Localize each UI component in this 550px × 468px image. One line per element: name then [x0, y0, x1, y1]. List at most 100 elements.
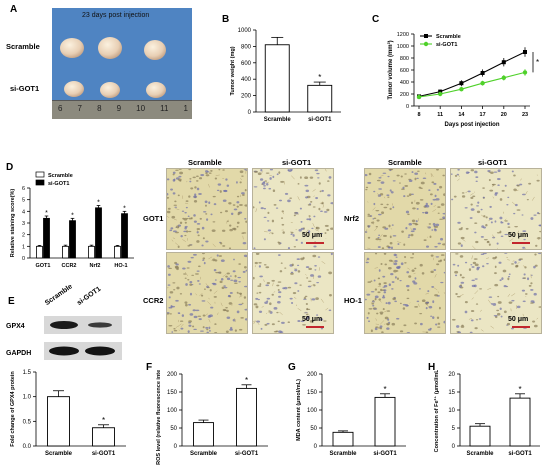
cell-nucleus [400, 175, 403, 178]
cell-nucleus [504, 220, 508, 222]
cell-nucleus [183, 273, 187, 275]
tissue-fiber [320, 298, 324, 303]
cell-nucleus [309, 320, 314, 323]
cell-nucleus [172, 192, 176, 195]
cell-nucleus [280, 262, 283, 264]
cell-nucleus [383, 284, 388, 288]
cell-nucleus [254, 261, 258, 265]
cell-nucleus [365, 174, 368, 177]
cell-nucleus [187, 260, 192, 263]
tissue-fiber [184, 271, 188, 277]
cell-nucleus [312, 206, 316, 208]
cell-nucleus [373, 279, 376, 282]
cell-nucleus [486, 241, 490, 244]
tissue-fiber [409, 302, 411, 304]
cell-nucleus [538, 306, 541, 308]
cell-nucleus [296, 258, 300, 261]
micro-header-scramble-2: Scramble [388, 158, 422, 167]
cell-nucleus [316, 172, 320, 175]
cell-nucleus [233, 258, 235, 261]
cell-nucleus [392, 297, 396, 301]
cell-nucleus [259, 275, 263, 278]
panel-letter-g: G [288, 362, 296, 373]
tissue-fiber [293, 297, 297, 299]
cell-nucleus [382, 275, 386, 278]
bar-scramble [193, 422, 214, 447]
cell-nucleus [371, 302, 375, 305]
cell-nucleus [290, 302, 294, 305]
cell-nucleus [293, 246, 297, 248]
cell-nucleus [382, 308, 385, 311]
cell-nucleus [492, 256, 497, 260]
cell-nucleus [403, 243, 406, 246]
cell-nucleus [519, 258, 523, 261]
cell-nucleus [402, 303, 407, 306]
cell-nucleus [478, 318, 482, 320]
cell-nucleus [244, 308, 247, 311]
cell-nucleus [475, 319, 479, 321]
cell-nucleus [391, 281, 395, 283]
tissue-fiber [380, 175, 384, 177]
tissue-background [365, 169, 445, 249]
cell-nucleus [300, 220, 303, 223]
tissue-texture [451, 169, 541, 249]
cell-nucleus [413, 282, 418, 285]
y-tick-label: 3 [22, 221, 25, 227]
cell-nucleus [443, 193, 445, 196]
tissue-fiber [222, 169, 225, 171]
tissue-fiber [474, 290, 479, 295]
cell-nucleus [269, 302, 272, 306]
cell-nucleus [453, 195, 457, 198]
cell-nucleus [233, 208, 238, 211]
cell-nucleus [442, 216, 445, 219]
cell-nucleus [392, 235, 397, 237]
cell-nucleus [287, 169, 290, 172]
photo-row-label-scramble: Scramble [6, 42, 40, 51]
cell-nucleus [179, 171, 184, 175]
cell-nucleus [315, 314, 319, 316]
cell-nucleus [198, 318, 202, 321]
cell-nucleus [184, 301, 188, 304]
chart-mda-content: 0 50 100 150 200 Scramble si-GOT1 * MDA content … [296, 372, 406, 457]
cell-nucleus [224, 210, 228, 213]
cell-nucleus [402, 186, 405, 189]
cell-nucleus [443, 320, 445, 324]
cell-nucleus [293, 214, 296, 217]
tissue-fiber [172, 237, 176, 240]
tissue-fiber [397, 241, 402, 244]
cell-nucleus [212, 195, 216, 198]
cell-nucleus [416, 300, 420, 303]
tissue-fiber [536, 317, 539, 320]
cell-nucleus [195, 175, 199, 178]
cell-nucleus [242, 241, 247, 245]
cell-nucleus [305, 313, 309, 316]
cell-nucleus [383, 253, 387, 255]
cell-nucleus [221, 286, 225, 290]
cell-nucleus [461, 276, 465, 279]
cell-nucleus [234, 274, 237, 278]
cell-nucleus [172, 282, 176, 284]
cell-nucleus [475, 176, 479, 179]
cell-nucleus [206, 218, 209, 221]
cell-nucleus [470, 310, 475, 313]
tissue-fiber [265, 181, 270, 184]
ruler-number: 11 [160, 104, 169, 113]
tumor-photo [52, 8, 192, 116]
x-tick-label: Nrf2 [89, 263, 100, 269]
tissue-fiber [322, 204, 324, 208]
cell-nucleus [421, 272, 425, 275]
cell-nucleus [508, 301, 513, 304]
cell-nucleus [237, 276, 242, 279]
cell-nucleus [386, 310, 391, 312]
cell-nucleus [291, 263, 294, 267]
cell-nucleus [497, 295, 500, 298]
scale-bar-label: 50 μm [508, 232, 529, 239]
cell-nucleus [428, 223, 432, 225]
cell-nucleus [414, 322, 417, 325]
cell-nucleus [239, 181, 242, 184]
tissue-fiber [291, 175, 295, 180]
band-gpx4-scramble [50, 321, 78, 329]
cell-nucleus [482, 253, 487, 255]
cell-nucleus [168, 267, 172, 270]
cell-nucleus [268, 187, 272, 190]
